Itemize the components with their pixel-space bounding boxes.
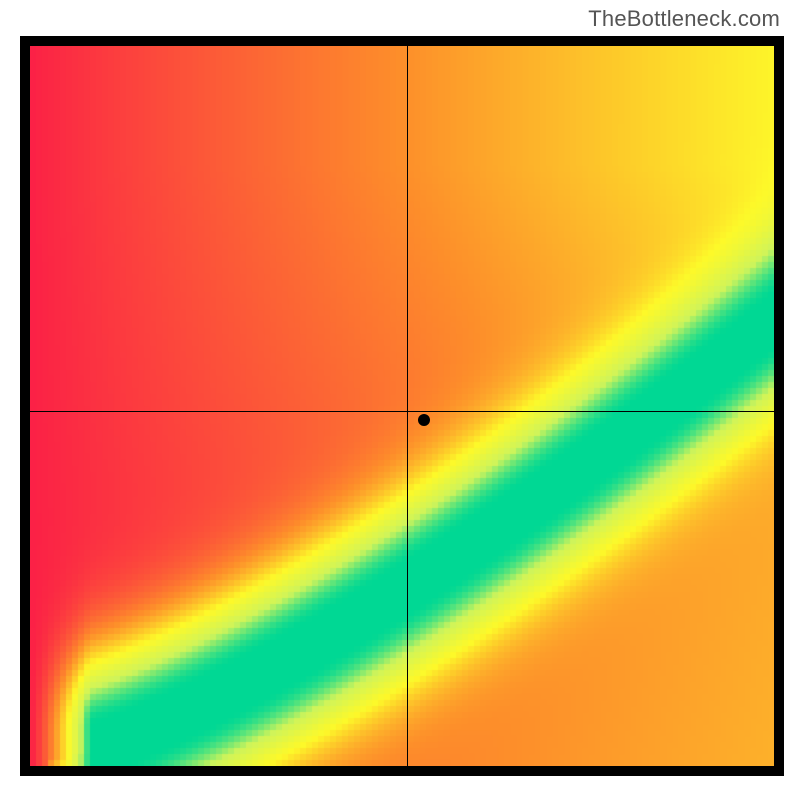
plot-frame (20, 36, 784, 776)
crosshair-horizontal (30, 411, 774, 412)
crosshair-vertical (407, 46, 408, 766)
heatmap-canvas (30, 46, 774, 766)
data-point-marker (418, 414, 430, 426)
watermark-text: TheBottleneck.com (588, 6, 780, 32)
chart-container: TheBottleneck.com (0, 0, 800, 800)
